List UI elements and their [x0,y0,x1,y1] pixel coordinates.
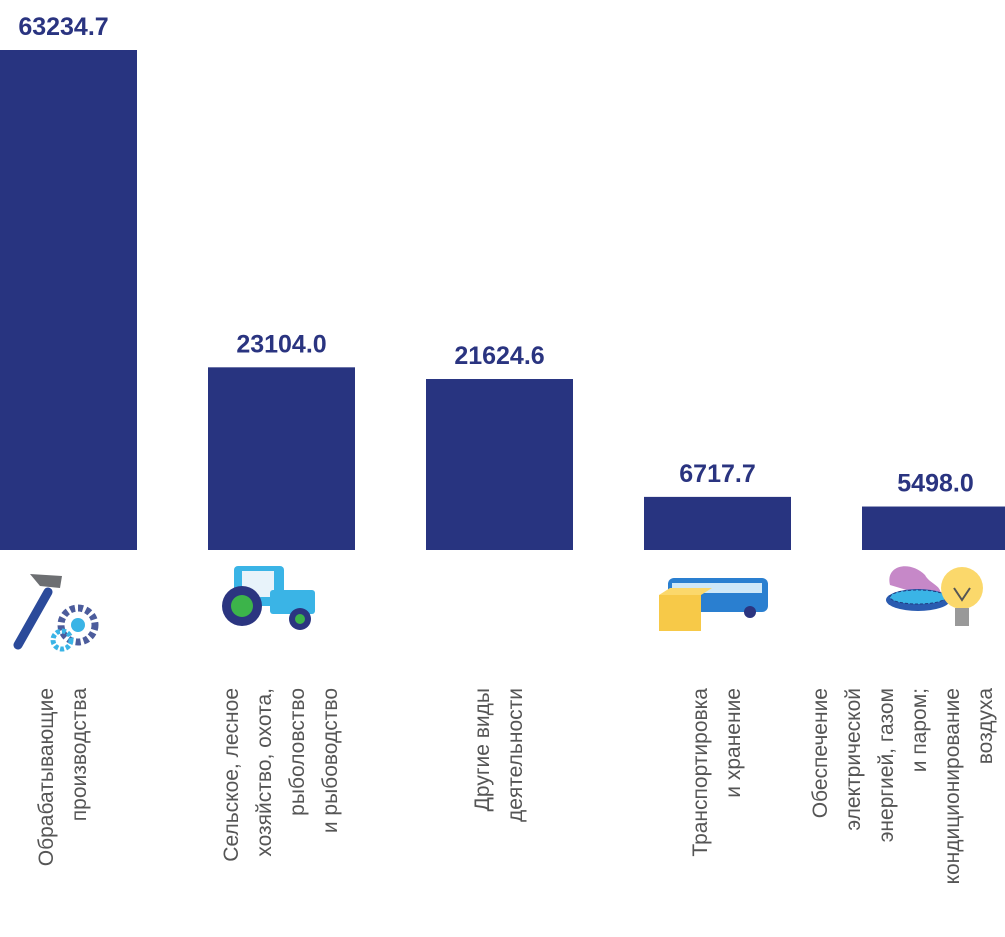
category-label: Сельское, лесное хозяйство, охота, рыболов… [220,688,342,862]
value-label: 5498.0 [897,470,973,498]
category-label: Другие виды деятельности [471,688,527,822]
bus-icon [659,578,768,631]
icons [13,566,983,652]
energy-icon [886,566,983,626]
tools-icon [13,574,99,652]
category-label: Транспортировка и хранение [689,688,745,857]
bar [208,367,355,550]
value-label: 6717.7 [679,460,755,488]
category-label: Обрабатывающие производства [35,688,91,867]
bar [644,496,791,550]
value-label: 63234.7 [18,13,108,41]
tractor-icon [222,566,315,630]
bar [862,506,1005,550]
bar [426,379,573,550]
category-label: Обеспечение электрической энергией, газом и… [809,688,997,885]
value-label: 21624.6 [454,342,544,370]
bar [0,50,137,550]
value-label: 23104.0 [236,330,326,358]
